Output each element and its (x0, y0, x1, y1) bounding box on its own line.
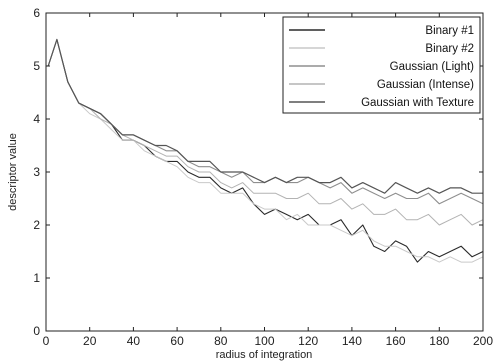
legend-label: Gaussian with Texture (361, 97, 474, 109)
x-tick-label: 100 (254, 334, 274, 348)
x-tick-label: 140 (342, 334, 362, 348)
x-axis-label: radius of integration (216, 349, 313, 361)
legend-items: Binary #1 Binary #2 Gaussian (Light) Gaussi… (289, 25, 474, 109)
x-tick-label: 0 (43, 334, 50, 348)
legend-box (282, 16, 481, 114)
legend: Binary #1 Binary #2 Gaussian (Light) Gaussi… (282, 16, 481, 114)
series-layer (47, 38, 484, 263)
x-tick-label: 120 (298, 334, 318, 348)
y-tick-label: 6 (33, 6, 40, 20)
x-tick-label: 40 (127, 334, 141, 348)
x-tick-label: 80 (214, 334, 228, 348)
y-tick-label: 5 (33, 59, 40, 73)
x-tick-label: 60 (170, 334, 184, 348)
y-tick-label: 3 (33, 165, 40, 179)
legend-label: Binary #2 (425, 43, 474, 55)
y-axis-label: descriptor value (7, 133, 19, 211)
y-tick-label: 2 (33, 218, 40, 232)
series-line-5 (47, 38, 483, 194)
x-tick-label: 160 (386, 334, 406, 348)
x-tick-label: 180 (429, 334, 449, 348)
legend-label: Gaussian (Intense) (377, 79, 474, 91)
y-tick-label: 1 (33, 271, 40, 285)
y-tick-label: 4 (33, 112, 40, 126)
y-tick-label: 0 (33, 324, 40, 338)
legend-label: Binary #1 (425, 25, 474, 37)
series-line-1 (47, 38, 484, 263)
x-tick-label: 20 (83, 334, 97, 348)
tick-layer: 0 20 40 60 80 100 120 140 160 180 200 0 1 2 3 4 5 6 (33, 6, 493, 348)
legend-label: Gaussian (Light) (390, 61, 475, 73)
series-line-2 (47, 39, 484, 263)
x-tick-label: 200 (473, 334, 493, 348)
